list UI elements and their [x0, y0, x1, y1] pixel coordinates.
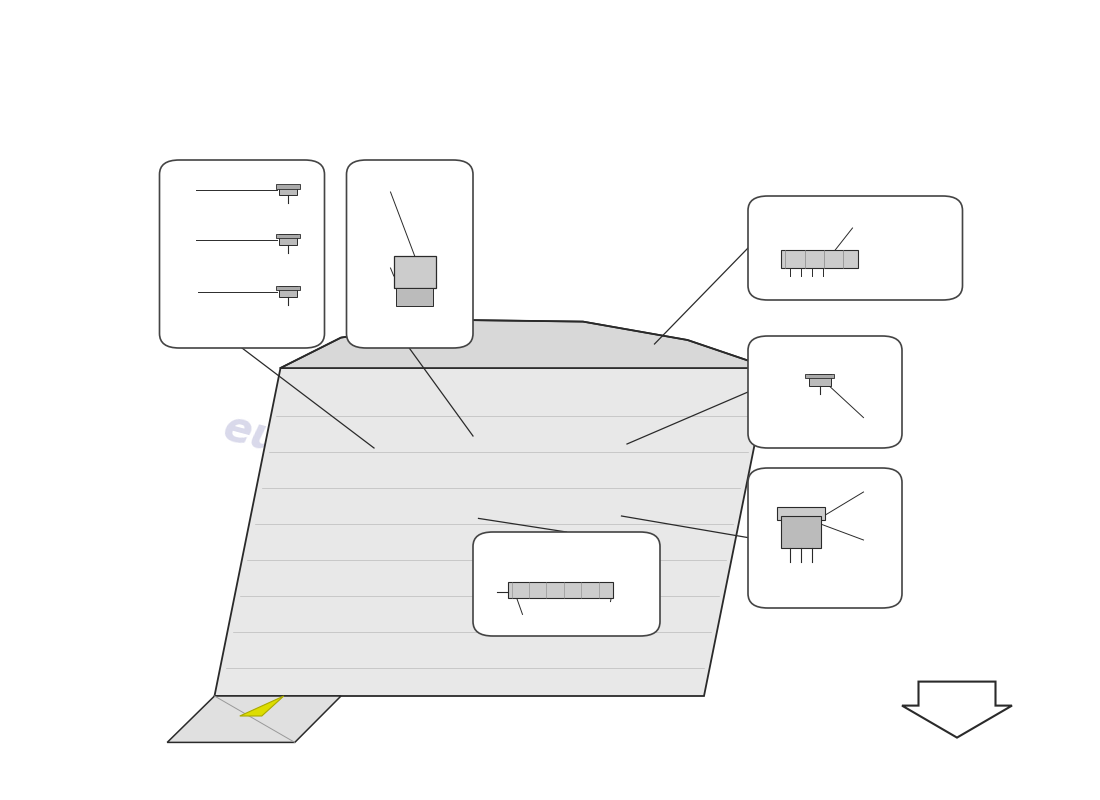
Polygon shape — [167, 696, 341, 742]
Text: 5: 5 — [179, 234, 188, 246]
FancyBboxPatch shape — [160, 160, 324, 348]
Text: europaparts: europaparts — [219, 406, 507, 522]
FancyBboxPatch shape — [748, 468, 902, 608]
Text: a passion for parts since 1985: a passion for parts since 1985 — [307, 540, 573, 628]
FancyBboxPatch shape — [276, 286, 300, 290]
Polygon shape — [240, 696, 284, 716]
FancyBboxPatch shape — [748, 196, 962, 300]
Text: 10: 10 — [174, 286, 190, 298]
FancyBboxPatch shape — [808, 374, 830, 386]
FancyBboxPatch shape — [276, 234, 300, 238]
Polygon shape — [280, 320, 770, 368]
FancyBboxPatch shape — [396, 288, 433, 306]
FancyBboxPatch shape — [473, 532, 660, 636]
Text: 18: 18 — [363, 262, 379, 274]
FancyBboxPatch shape — [279, 234, 297, 245]
FancyBboxPatch shape — [781, 250, 858, 268]
FancyBboxPatch shape — [276, 184, 300, 189]
FancyBboxPatch shape — [279, 286, 297, 297]
Text: 3: 3 — [860, 411, 869, 424]
FancyBboxPatch shape — [508, 582, 613, 598]
FancyBboxPatch shape — [346, 160, 473, 348]
Text: 11: 11 — [852, 534, 869, 546]
Text: 2: 2 — [386, 178, 395, 190]
FancyBboxPatch shape — [805, 374, 834, 378]
FancyBboxPatch shape — [394, 256, 436, 288]
FancyBboxPatch shape — [279, 185, 297, 195]
FancyBboxPatch shape — [777, 507, 825, 520]
Text: 17: 17 — [500, 608, 517, 621]
Text: 15: 15 — [852, 486, 869, 498]
FancyBboxPatch shape — [781, 516, 821, 548]
Text: 13: 13 — [842, 222, 858, 234]
FancyBboxPatch shape — [748, 336, 902, 448]
Polygon shape — [214, 368, 770, 696]
Text: 1: 1 — [600, 595, 608, 608]
Text: 4: 4 — [179, 184, 188, 197]
